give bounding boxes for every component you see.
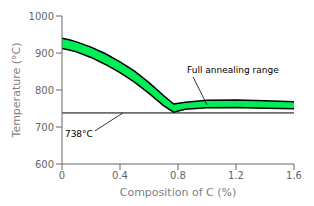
svg-text:0.8: 0.8 xyxy=(170,170,186,181)
svg-text:700: 700 xyxy=(35,122,54,133)
svg-text:Full annealing range: Full annealing range xyxy=(187,65,279,75)
svg-text:1000: 1000 xyxy=(29,11,54,22)
svg-text:600: 600 xyxy=(35,159,54,170)
svg-text:1.2: 1.2 xyxy=(228,170,244,181)
svg-text:Temperature (°C): Temperature (°C) xyxy=(10,43,23,139)
svg-text:Composition of C (%): Composition of C (%) xyxy=(120,186,237,198)
svg-text:738°C: 738°C xyxy=(65,129,93,139)
svg-text:1.6: 1.6 xyxy=(286,170,302,181)
svg-text:0: 0 xyxy=(59,170,65,181)
svg-text:800: 800 xyxy=(35,85,54,96)
svg-text:0.4: 0.4 xyxy=(112,170,128,181)
svg-text:900: 900 xyxy=(35,48,54,59)
